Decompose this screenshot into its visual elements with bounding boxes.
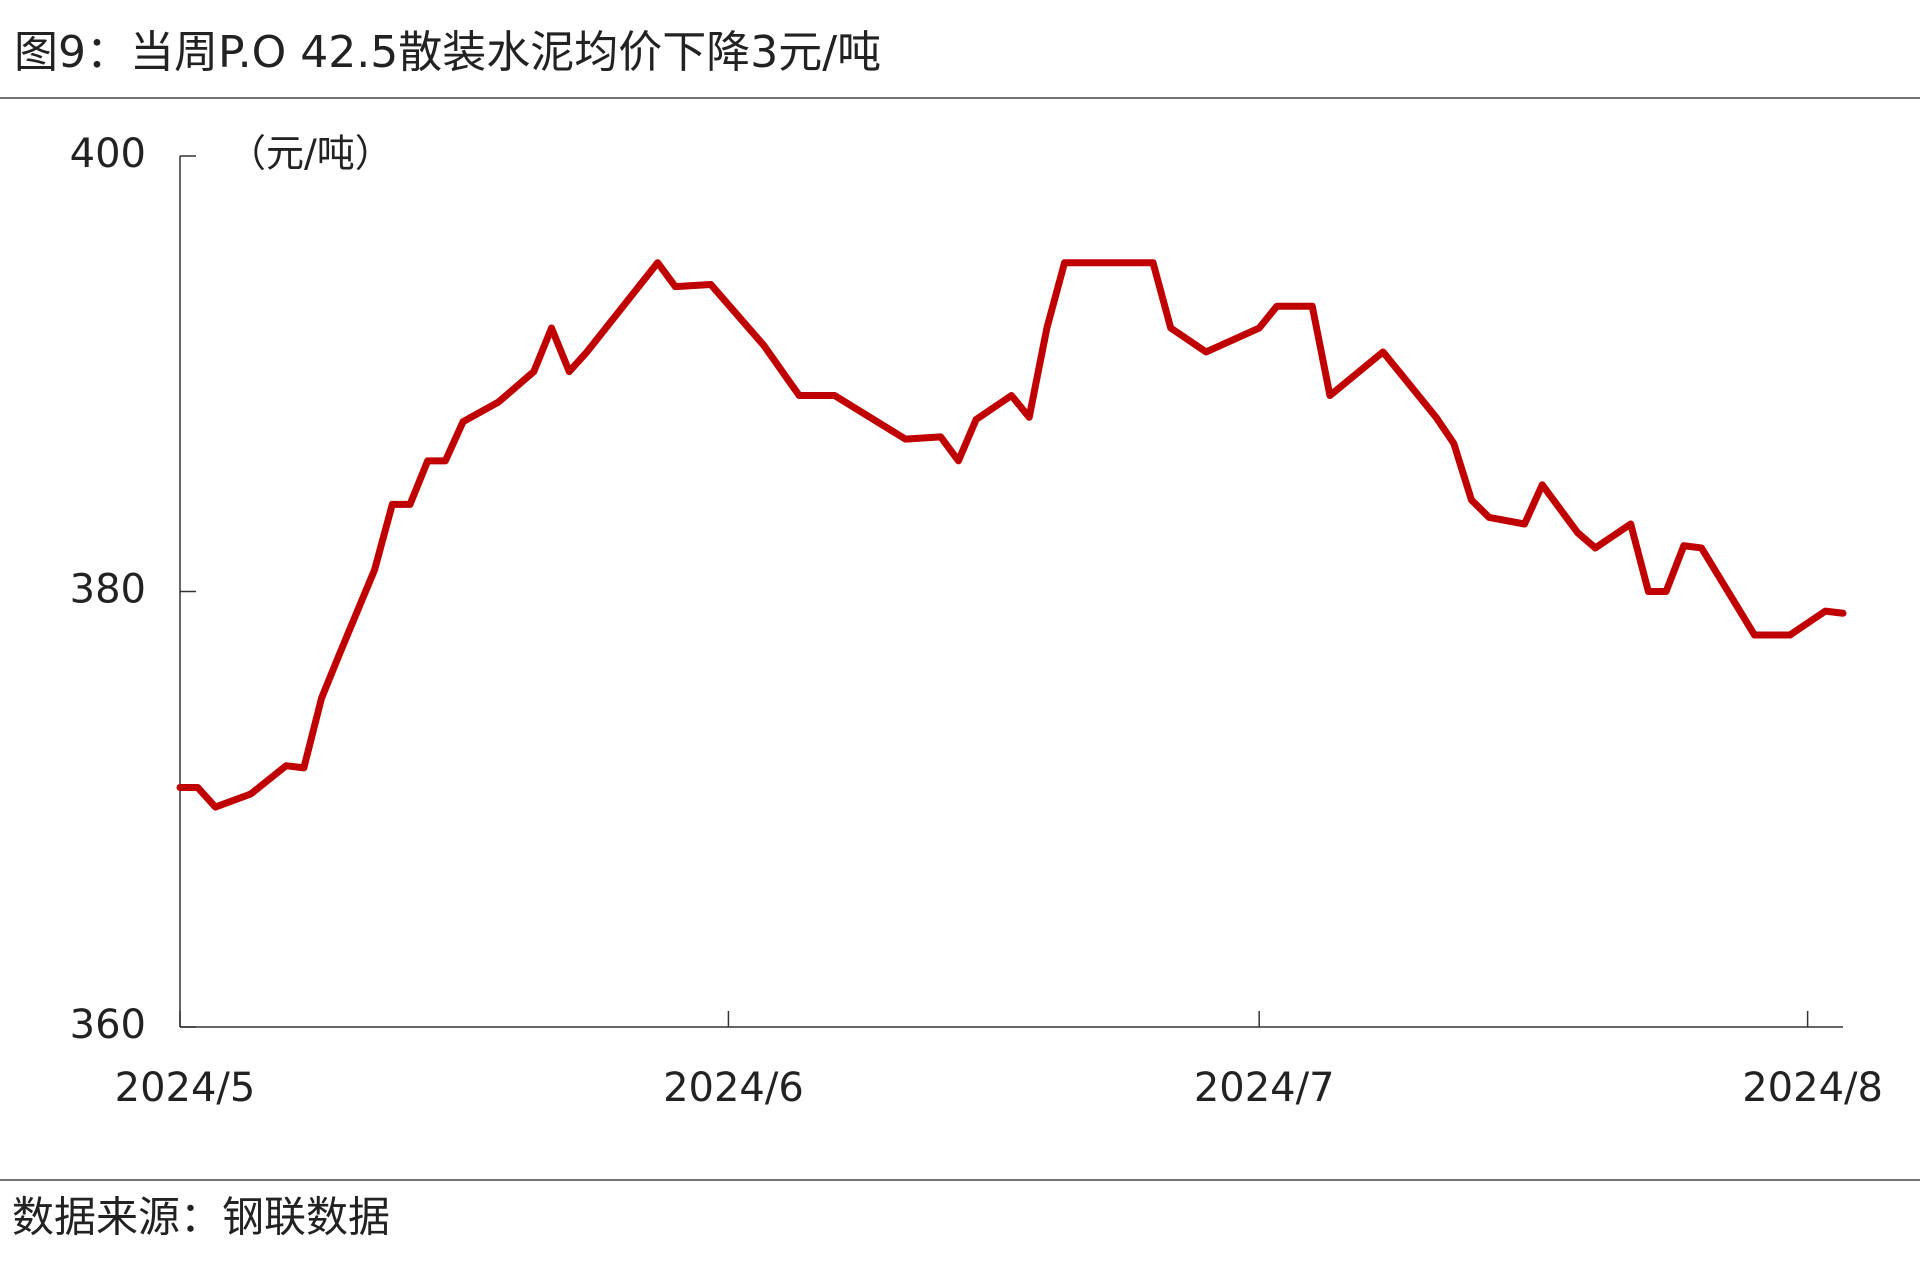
x-tick-label: 2024/5 — [115, 1065, 256, 1111]
x-tick-label: 2024/8 — [1742, 1065, 1883, 1111]
line — [176, 259, 1847, 811]
y-tick-label: 360 — [70, 1002, 146, 1048]
y-tick-label: 400 — [70, 131, 146, 177]
x-tick-label: 2024/6 — [663, 1065, 804, 1111]
y-axis-label: （元/吨） — [228, 132, 393, 176]
x-tick-label: 2024/7 — [1194, 1065, 1335, 1111]
y-tick-label: 380 — [70, 567, 146, 613]
source: 数据来源：钢联数据 — [12, 1193, 390, 1242]
chart-title: 图9：当周P.O 42.5散装水泥均价下降3元/吨 — [14, 27, 881, 78]
